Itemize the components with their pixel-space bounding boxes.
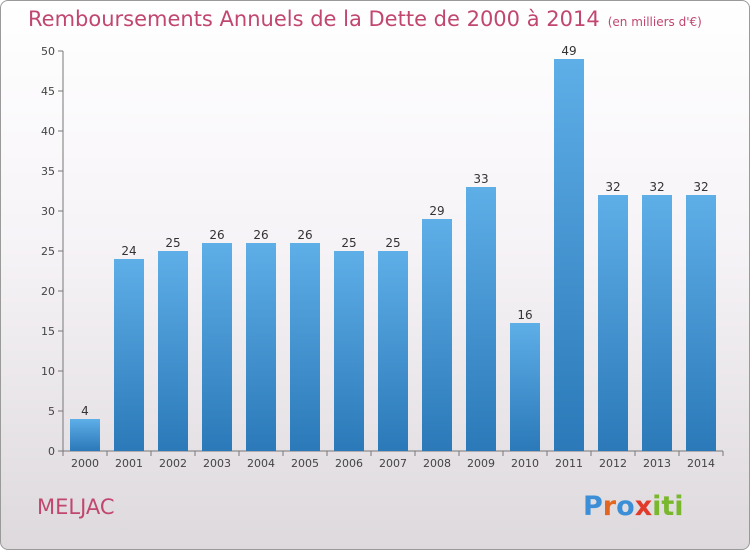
logo-letter: x	[634, 491, 653, 522]
bar-2009	[466, 187, 496, 451]
data-label-2012: 32	[605, 180, 620, 194]
bar-2002	[158, 251, 188, 451]
y-tick-label: 50	[41, 45, 55, 58]
x-tick-label: 2010	[511, 457, 539, 470]
bar-2000	[70, 419, 100, 451]
logo-letter: o	[616, 491, 635, 522]
bar-2007	[378, 251, 408, 451]
chart-title: Remboursements Annuels de la Dette de 20…	[28, 7, 702, 31]
y-tick-label: 0	[48, 445, 55, 458]
logo-letter: i	[674, 491, 684, 522]
y-tick-label: 30	[41, 205, 55, 218]
bar-2013	[642, 195, 672, 451]
chart-unit: (en milliers d'€)	[607, 15, 702, 29]
x-tick-label: 2007	[379, 457, 407, 470]
axes: 0 5 10 15 20 25 30 35 40 45 50 2000 2001 2002 2003 2004…	[41, 45, 724, 470]
y-tick-label: 45	[41, 85, 55, 98]
data-label-2001: 24	[121, 244, 136, 258]
x-tick-label: 2009	[467, 457, 495, 470]
town-name: MELJAC	[37, 495, 115, 519]
y-tick-label: 25	[41, 245, 55, 258]
x-tick-label: 2005	[291, 457, 319, 470]
data-label-2005: 26	[297, 228, 312, 242]
y-tick-label: 10	[41, 365, 55, 378]
data-label-2007: 25	[385, 236, 400, 250]
x-tick-label: 2001	[115, 457, 143, 470]
bar-2004	[246, 243, 276, 451]
x-tick-label: 2011	[555, 457, 583, 470]
x-tick-label: 2000	[71, 457, 99, 470]
logo-letter: i	[652, 491, 662, 522]
logo-letter: t	[661, 491, 675, 522]
data-labels: 4 24 25 26 26 26 25 25 29 33 16 49 32 32 32	[81, 44, 708, 418]
bar-2012	[598, 195, 628, 451]
bar-2003	[202, 243, 232, 451]
data-label-2000: 4	[81, 404, 89, 418]
x-tick-label: 2006	[335, 457, 363, 470]
x-tick-label: 2012	[599, 457, 627, 470]
bar-2010	[510, 323, 540, 451]
data-label-2004: 26	[253, 228, 268, 242]
data-label-2006: 25	[341, 236, 356, 250]
data-label-2008: 29	[429, 204, 444, 218]
x-tick-label: 2003	[203, 457, 231, 470]
data-label-2002: 25	[165, 236, 180, 250]
bar-2014	[686, 195, 716, 451]
bar-2011	[554, 59, 584, 451]
x-tick-label: 2002	[159, 457, 187, 470]
y-tick-label: 35	[41, 165, 55, 178]
logo-letter: r	[602, 491, 617, 522]
y-tick-label: 15	[41, 325, 55, 338]
bars	[70, 59, 716, 451]
data-label-2014: 32	[693, 180, 708, 194]
proxiti-logo[interactable]: Proxiti	[583, 491, 684, 522]
chart-title-text: Remboursements Annuels de la Dette de 20…	[28, 7, 600, 31]
bar-2008	[422, 219, 452, 451]
bar-2001	[114, 259, 144, 451]
bar-2006	[334, 251, 364, 451]
logo-letter: P	[583, 491, 603, 522]
y-tick-label: 20	[41, 285, 55, 298]
data-label-2003: 26	[209, 228, 224, 242]
y-tick-label: 5	[48, 405, 55, 418]
x-tick-label: 2013	[643, 457, 671, 470]
data-label-2010: 16	[517, 308, 532, 322]
x-tick-label: 2008	[423, 457, 451, 470]
bar-2005	[290, 243, 320, 451]
data-label-2011: 49	[561, 44, 576, 58]
data-label-2009: 33	[473, 172, 488, 186]
y-tick-label: 40	[41, 125, 55, 138]
x-tick-label: 2014	[687, 457, 715, 470]
x-tick-label: 2004	[247, 457, 275, 470]
data-label-2013: 32	[649, 180, 664, 194]
